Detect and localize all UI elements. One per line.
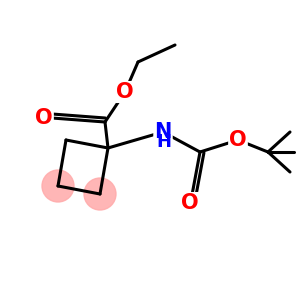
Text: O: O bbox=[35, 108, 53, 128]
Text: O: O bbox=[229, 130, 247, 150]
Text: H: H bbox=[157, 133, 172, 151]
Text: N: N bbox=[154, 122, 172, 142]
Text: O: O bbox=[116, 82, 134, 102]
Text: O: O bbox=[181, 193, 199, 213]
Circle shape bbox=[84, 178, 116, 210]
Circle shape bbox=[42, 170, 74, 202]
